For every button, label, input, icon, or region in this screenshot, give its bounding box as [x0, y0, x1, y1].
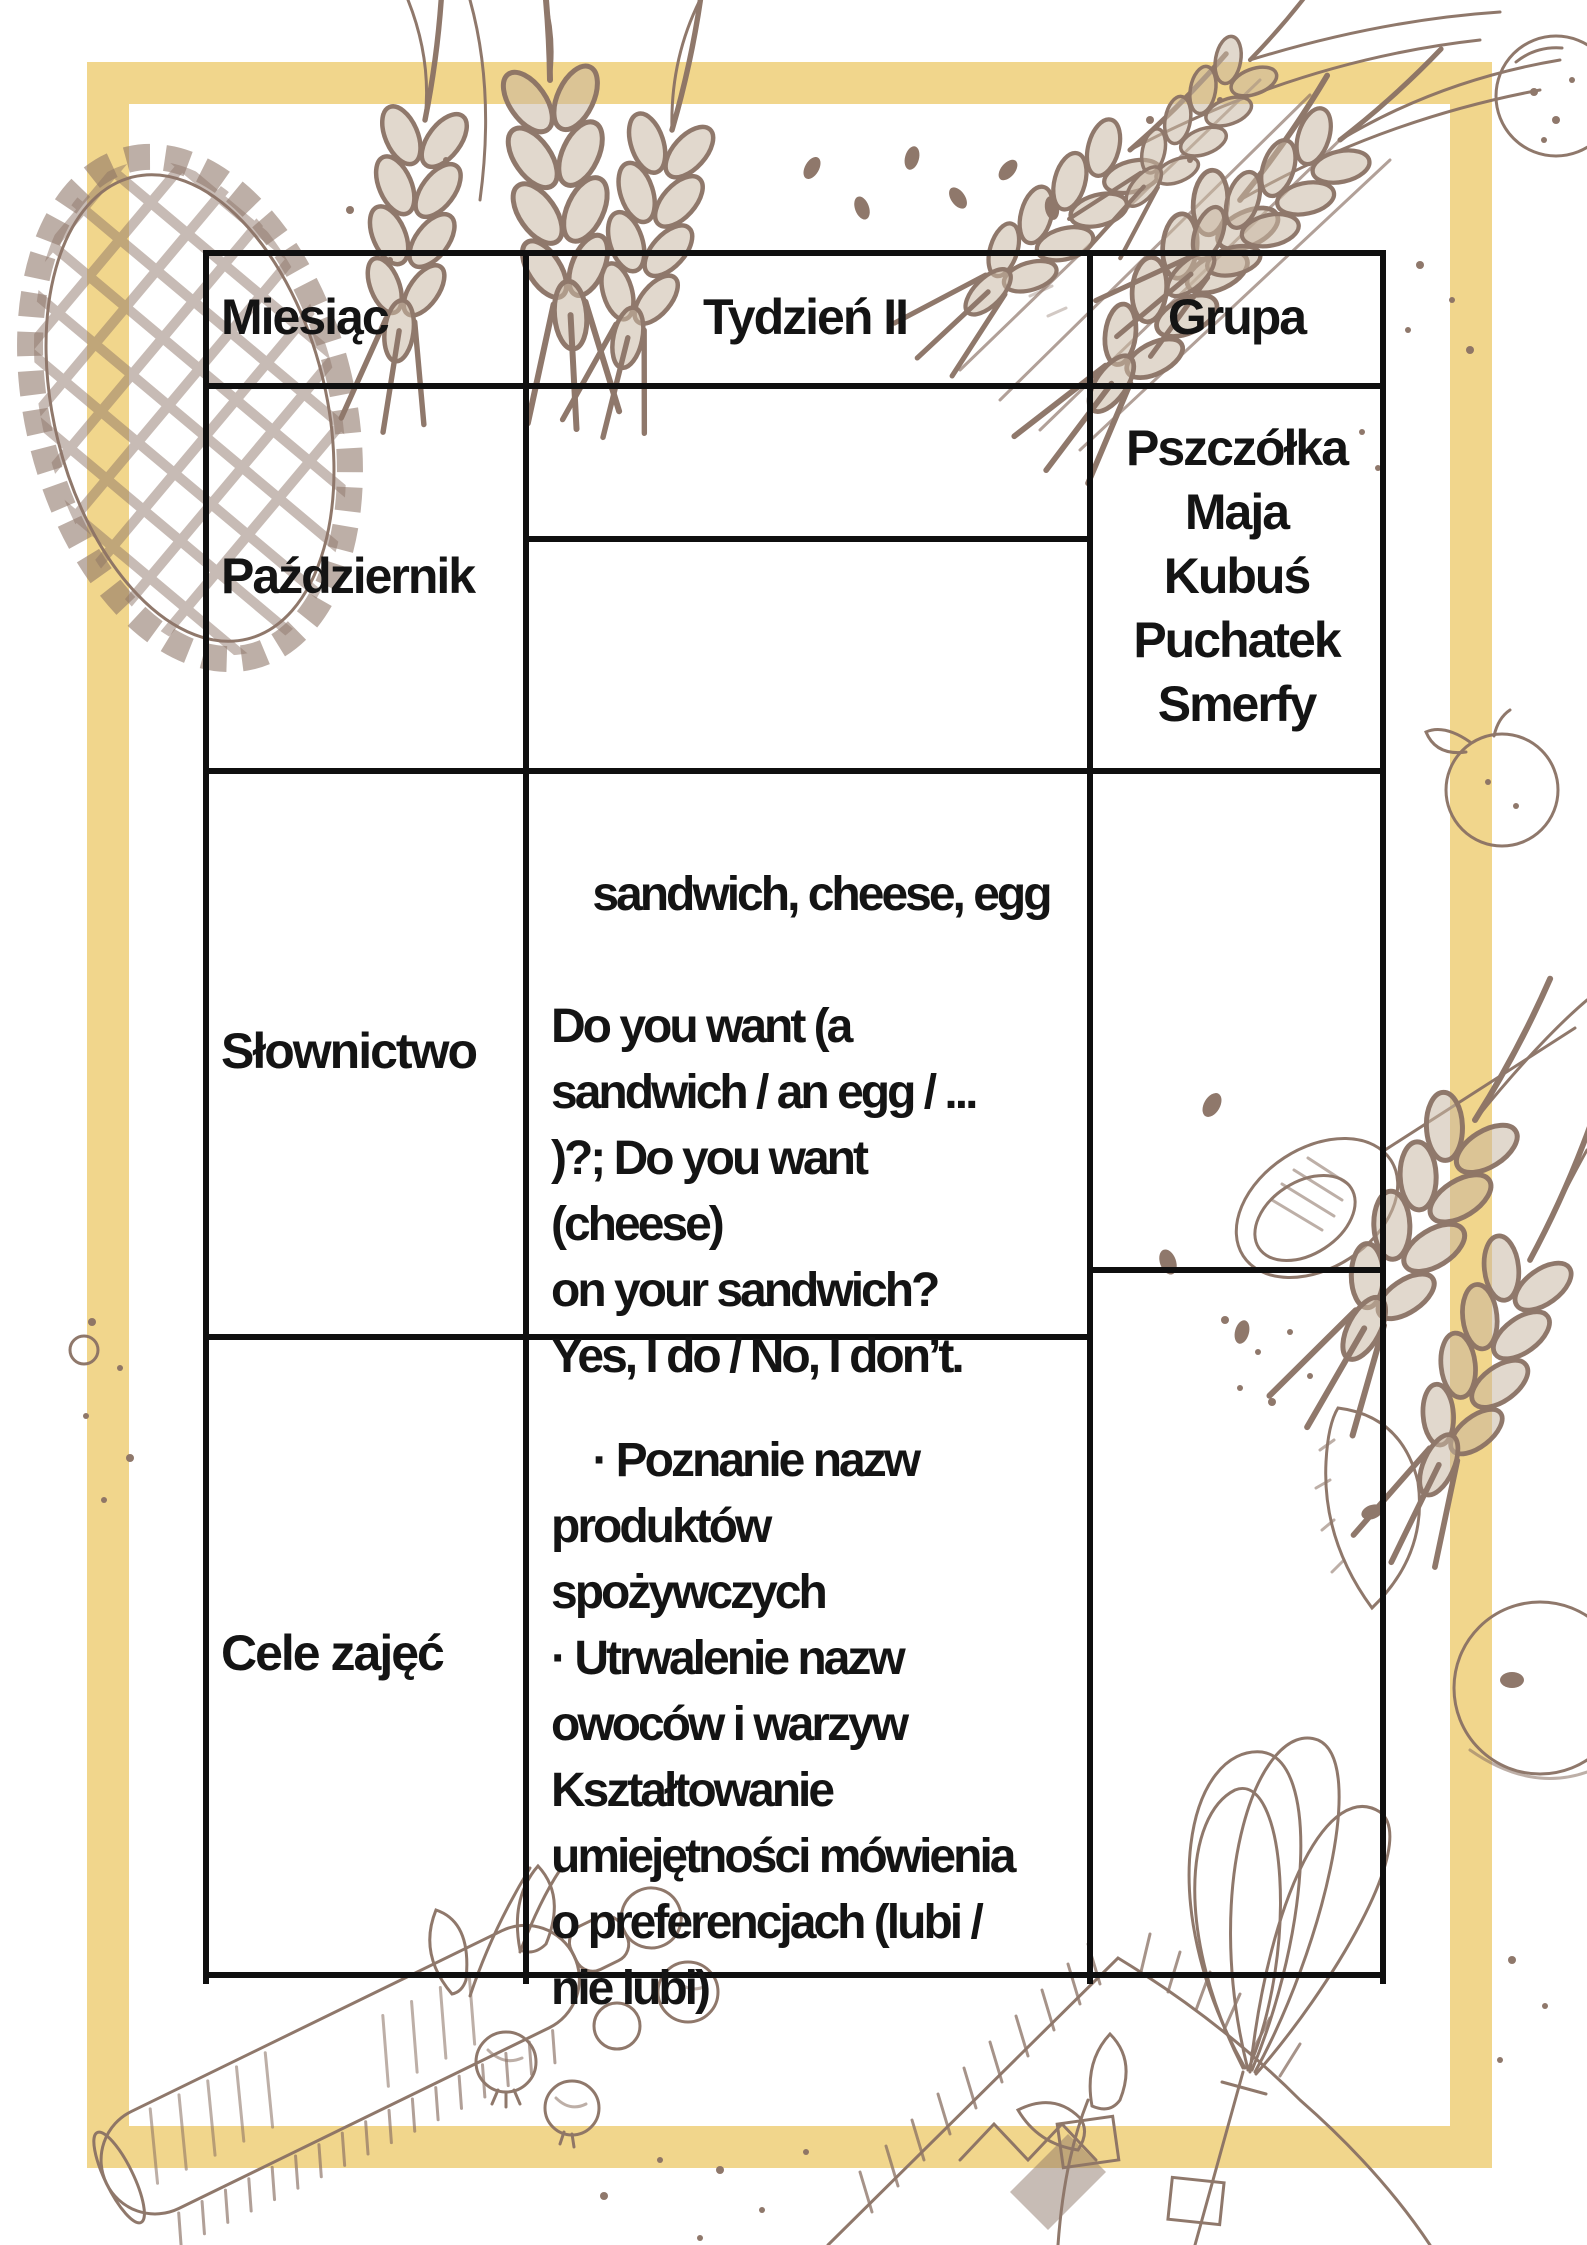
- table-border-right: [1380, 250, 1386, 1984]
- table-divider-col2: [1087, 250, 1093, 1984]
- header-group-label: Grupa: [1167, 288, 1307, 345]
- apple-sketch: [1424, 708, 1587, 1780]
- table-border-bottom: [203, 1972, 1386, 1978]
- goals-text: · Poznanie nazw produktów spożywczych · …: [551, 1434, 1016, 2015]
- whisk-sketch: [1187, 1736, 1392, 2245]
- table-border-left: [203, 250, 209, 1984]
- table-divider-row3-left: [203, 1334, 1093, 1340]
- pastry-sketch: [826, 1932, 1432, 2245]
- cell-goals-content: · Poznanie nazw produktów spożywczych · …: [529, 1340, 1080, 2015]
- table-border-top: [203, 250, 1386, 256]
- vocabulary-text: sandwich, cheese, egg Do you want (a san…: [551, 868, 1053, 1383]
- cell-vocabulary-label: Słownictwo: [209, 774, 517, 1328]
- header-week-label: Tydzień II: [702, 288, 909, 345]
- wheat-top-right-sketch: [886, 0, 1562, 503]
- rolling-pin-sketch: [92, 1886, 683, 2245]
- wheat-top-center-sketch: [336, 0, 752, 449]
- header-month-label: Miesiąc: [221, 288, 390, 345]
- leaf-sprig-sketch: [1015, 2031, 1128, 2245]
- table-divider-week-sub: [523, 536, 1093, 542]
- spoon-sketch: [1159, 1026, 1577, 1344]
- header-cell-week: Tydzień II: [529, 256, 1081, 377]
- cell-vocabulary-content: sandwich, cheese, egg Do you want (a san…: [529, 774, 1080, 1383]
- seed-dots: [68, 97, 1548, 2241]
- bun-sketch: [1494, 34, 1587, 158]
- wheat-right-sketch: [1261, 952, 1587, 1585]
- berries-sketch: [428, 1863, 720, 2149]
- table-divider-header: [203, 383, 1386, 389]
- vocabulary-label: Słownictwo: [221, 1023, 478, 1079]
- fruit-slice-sketch: [1314, 1406, 1422, 1611]
- cell-month-october: Październik: [209, 389, 517, 762]
- header-cell-group: Grupa: [1093, 256, 1380, 377]
- cell-goals-label: Cele zajęć: [209, 1340, 517, 1966]
- table-divider-row2: [203, 768, 1386, 774]
- table-divider-col1: [523, 250, 529, 1984]
- month-value: Październik: [221, 547, 476, 604]
- table-divider-row3-right: [1087, 1267, 1386, 1273]
- header-cell-month: Miesiąc: [209, 256, 517, 377]
- group-names: Pszczółka Maja Kubuś Puchatek Smerfy: [1125, 419, 1349, 732]
- goals-label: Cele zajęć: [221, 1625, 445, 1681]
- cell-group-names: Pszczółka Maja Kubuś Puchatek Smerfy: [1093, 389, 1380, 762]
